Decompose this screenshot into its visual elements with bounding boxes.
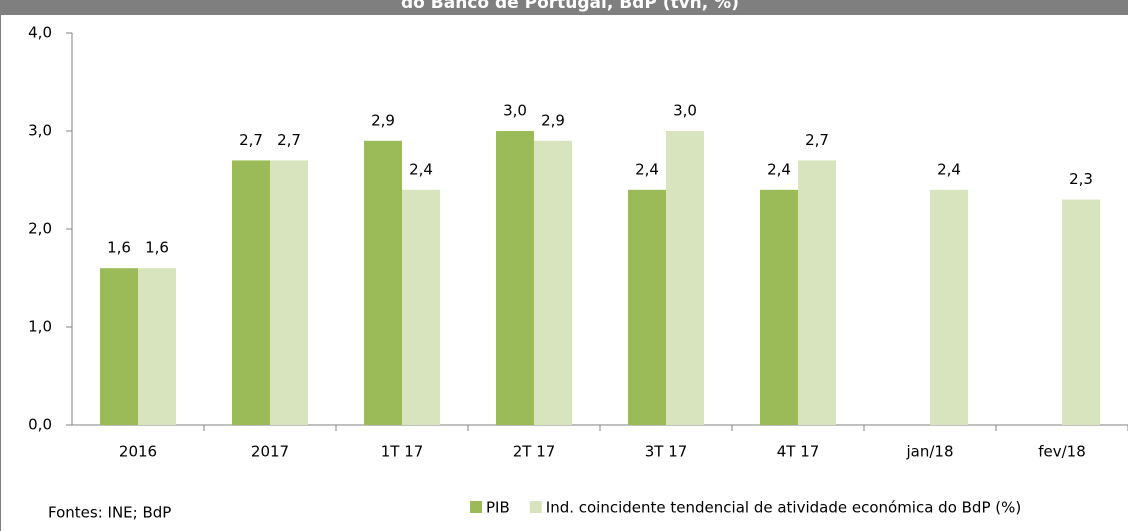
bar [760, 189, 798, 425]
y-tick-label: 2,0 [28, 220, 52, 238]
legend-swatch [529, 501, 542, 513]
y-tick-label: 4,0 [28, 24, 52, 42]
bar [402, 189, 440, 425]
y-tick-label: 0,0 [28, 416, 52, 434]
bar [666, 131, 704, 425]
value-label: 2,4 [409, 160, 433, 178]
value-label: 2,9 [371, 111, 395, 129]
bar [1062, 199, 1100, 425]
x-tick-label: 2017 [251, 443, 289, 461]
value-label: 2,4 [937, 160, 961, 178]
bar [628, 189, 666, 425]
legend-swatch [470, 501, 482, 513]
value-label: 2,7 [239, 131, 263, 149]
bar [534, 140, 572, 426]
value-label: 2,7 [277, 131, 301, 149]
x-tick-label: 4T 17 [777, 443, 820, 461]
value-label: 1,6 [145, 239, 169, 257]
value-label: 2,3 [1069, 170, 1093, 188]
value-label: 1,6 [107, 239, 131, 257]
x-tick-label: fev/18 [1038, 443, 1086, 461]
legend-label: Ind. coincidente tendencial de atividade… [546, 499, 1021, 517]
value-label: 3,0 [503, 102, 527, 120]
chart-title: do Banco de Portugal, BdP (tvh, %) [401, 0, 739, 13]
source-note: Fontes: INE; BdP [48, 504, 171, 522]
bar [270, 160, 308, 425]
value-label: 3,0 [673, 102, 697, 120]
value-label: 2,9 [541, 111, 565, 129]
title-bar [0, 0, 1128, 15]
x-tick-label: 3T 17 [645, 443, 688, 461]
bar [798, 160, 836, 425]
value-label: 2,7 [805, 131, 829, 149]
bar [138, 268, 176, 425]
x-tick-label: 2T 17 [513, 443, 556, 461]
bar [930, 189, 968, 425]
y-tick-label: 1,0 [28, 318, 52, 336]
x-tick-label: jan/18 [905, 443, 953, 461]
value-label: 2,4 [635, 160, 659, 178]
bar [496, 131, 534, 425]
y-tick-label: 3,0 [28, 122, 52, 140]
bar [364, 140, 402, 426]
x-tick-label: 2016 [119, 443, 157, 461]
bar [232, 160, 270, 425]
value-label: 2,4 [767, 160, 791, 178]
x-tick-label: 1T 17 [381, 443, 424, 461]
bar [100, 268, 138, 425]
legend-label: PIB [486, 499, 510, 517]
